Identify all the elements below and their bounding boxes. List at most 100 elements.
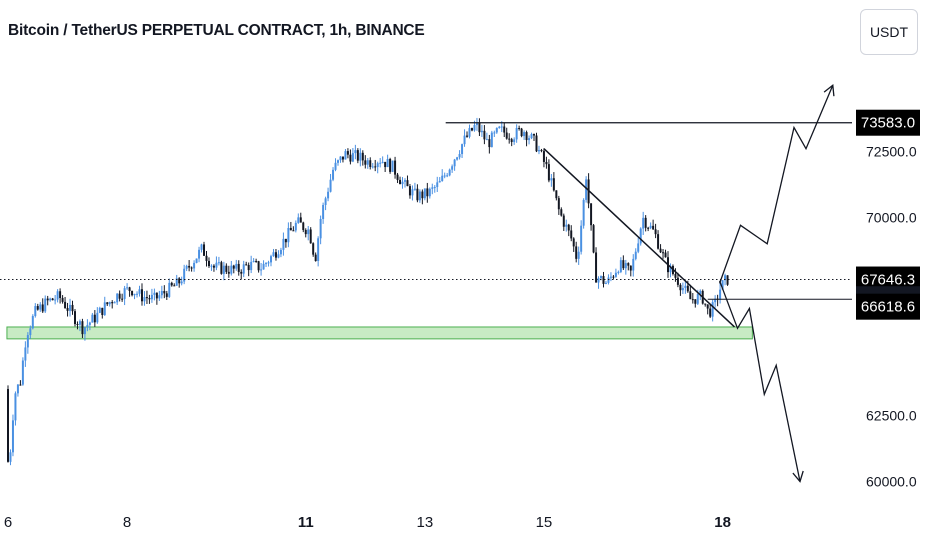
candle-body [696,294,699,304]
candle-body [530,134,533,139]
candle-body [121,298,124,300]
candle-body [433,187,436,189]
candle-body [93,314,96,323]
candle-body [190,267,193,269]
candle-body [103,302,106,316]
candle-body [220,262,223,274]
candle-body [533,134,536,136]
drawing-layer [0,84,852,483]
candle-body [676,277,679,285]
candle-body [322,204,325,219]
bearish-projection-arrow [718,280,801,482]
bullish-projection-arrow [718,85,834,284]
candle-body [217,262,220,264]
candle-body [612,276,615,278]
candle-body [188,265,191,268]
chart-title: Bitcoin / TetherUS PERPETUAL CONTRACT, 1… [8,22,425,39]
candle-body [577,251,580,259]
currency-button[interactable]: USDT [860,9,918,55]
price-label-text: 66618.6 [861,299,915,316]
candle-body [364,160,367,165]
candle-body [185,265,188,269]
candle-body [721,280,724,290]
candle-body [7,389,9,462]
x-tick-label: 15 [536,514,553,531]
candle-body [198,249,201,259]
candle-body [644,217,647,228]
candle-body [617,271,620,273]
candle-body [170,282,173,286]
price-label-text: 67646.3 [861,272,915,289]
candle-body [585,179,588,200]
candle-body [81,321,84,335]
candle-body [565,224,568,227]
candle-body [101,307,104,316]
candle-body [366,160,369,165]
candle-body [706,304,709,309]
candle-body [654,229,657,235]
candle-body [337,160,339,163]
y-tick-label: 70000.0 [866,209,917,225]
candle-body [361,152,364,161]
candle-body [66,308,69,311]
candle-body [562,215,565,227]
candle-body [411,189,414,196]
candles-layer [7,117,729,466]
candle-body [674,274,677,278]
candle-body [463,135,466,145]
candle-body [294,222,297,231]
candle-body [607,277,610,283]
candle-body [86,324,89,328]
candle-body [480,130,483,133]
candle-body [235,263,238,269]
candle-body [175,278,178,286]
candle-body [604,282,607,284]
candle-body [180,281,183,284]
bearish-projection-arrow-head [792,470,804,483]
candle-body [369,160,372,167]
candle-body [582,199,585,226]
candle-body [26,335,29,348]
candle-body [195,258,198,263]
candle-body [312,243,315,255]
candle-body [242,264,245,274]
candle-body [634,251,637,259]
candle-body [351,153,354,162]
candle-body [16,384,19,394]
candle-body [681,287,684,291]
candle-body [602,276,605,284]
candle-body [309,229,312,244]
candle-body [329,179,332,192]
candle-body [391,160,394,172]
candle-body [557,198,560,210]
candle-body [726,275,729,285]
candle-body [451,166,454,170]
candle-body [339,156,342,161]
candle-body [691,299,694,301]
candle-body [113,302,116,304]
candle-body [461,144,464,155]
candle-body [552,178,555,191]
candle-body [600,276,603,279]
candle-body [111,302,114,304]
candle-body [540,150,543,152]
candle-body [327,191,330,199]
candle-body [39,304,42,310]
candle-body [356,150,359,161]
candle-body [64,301,67,309]
candle-body [245,264,248,266]
candle-body [200,244,203,250]
candle-body [441,175,444,181]
candle-body [282,238,285,250]
candle-body [597,278,600,283]
candle-body [624,263,627,269]
candle-body [371,166,374,168]
candle-body [138,289,141,294]
candle-body [704,303,707,305]
candle-body [232,265,235,269]
candle-body [136,293,139,295]
candle-body [485,139,488,141]
candle-body [490,132,493,148]
